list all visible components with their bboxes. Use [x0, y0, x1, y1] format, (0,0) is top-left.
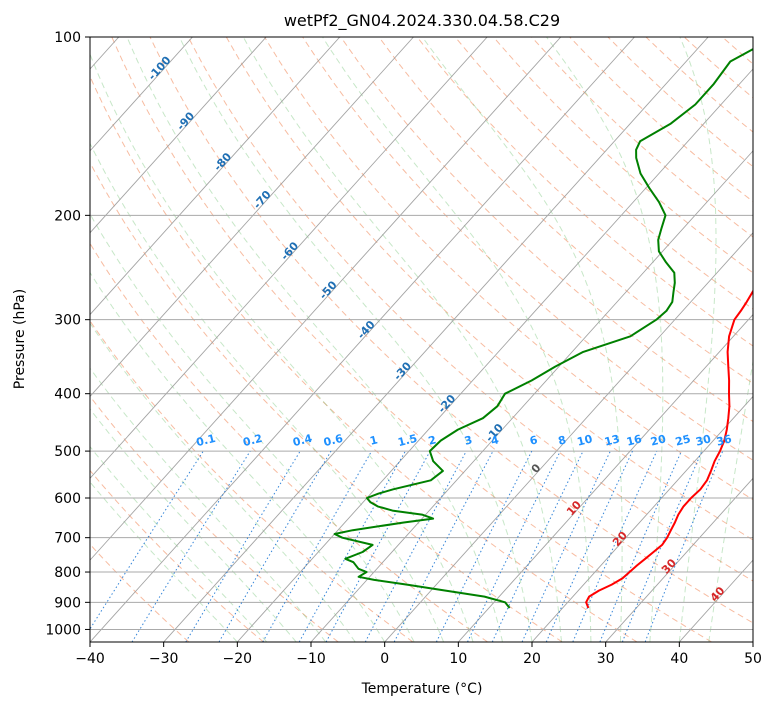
moist-adiabat: [126, 37, 503, 642]
dry-adiabat: [90, 395, 339, 642]
y-tick-label: 900: [54, 595, 81, 611]
dry-adiabat: [111, 37, 712, 642]
mixing-ratio-label: 2: [427, 433, 438, 447]
x-tick-label: 50: [744, 651, 762, 667]
isotherm-line: [310, 150, 753, 642]
moist-adiabat: [90, 52, 474, 642]
y-axis: 100 200 300 400 500 600 700 800 900 1000: [45, 30, 90, 638]
x-tick-label: 20: [523, 651, 541, 667]
mixing-ratio-label: 0.2: [242, 432, 264, 449]
x-tick-label: 40: [670, 651, 688, 667]
chart-title: wetPf2_GN04.2024.330.04.58.C29: [284, 11, 560, 31]
mixing-ratio-label: 8: [557, 433, 568, 447]
dewpoint-profile-line: [333, 48, 753, 609]
mixing-ratio-label: 30: [694, 432, 712, 448]
isotherm-line: [90, 37, 193, 152]
moist-adiabat: [90, 271, 386, 642]
mixing-ratio-label: 4: [490, 433, 501, 448]
moist-adiabat: [90, 322, 356, 642]
y-tick-label: 800: [54, 565, 81, 581]
x-tick-label: −10: [296, 651, 326, 667]
y-tick-label: 400: [54, 387, 81, 403]
dry-adiabat: [90, 543, 190, 642]
isotherm-line: [384, 232, 753, 642]
moist-adiabat: [421, 37, 623, 642]
x-tick-label: 30: [597, 651, 615, 667]
y-tick-label: 600: [54, 491, 81, 507]
mixing-ratio-line: [545, 450, 633, 642]
plot-frame: [89, 36, 754, 643]
y-tick-label: 1000: [45, 622, 81, 638]
mixing-ratio-label: 20: [649, 432, 667, 448]
dry-adiabat: [90, 469, 264, 642]
dry-adiabat: [149, 37, 753, 624]
mixing-ratio-line: [131, 450, 251, 642]
mixing-ratio-label: 6: [528, 433, 539, 448]
mixing-ratio-label: 25: [674, 432, 692, 448]
mixing-ratio-label: 0.1: [195, 432, 217, 449]
mixing-ratio-label: 13: [603, 432, 621, 448]
mixing-ratio-label: 10: [576, 432, 594, 448]
y-tick-label: 100: [54, 30, 81, 46]
mixing-ratio-line: [621, 450, 703, 642]
mixing-ratio-label: 1: [368, 433, 379, 447]
isotherm-line: [163, 37, 709, 642]
moist-adiabat: [90, 142, 445, 642]
mixing-ratio-label: 16: [625, 432, 643, 448]
y-tick-label: 500: [54, 444, 81, 460]
mixing-ratio-line: [599, 450, 682, 642]
series-layer: [333, 48, 753, 609]
x-axis: −40 −30 −20 −10 0 10 20 30 40 50: [75, 642, 762, 667]
mixing-ratio-line: [364, 450, 467, 642]
y-axis-label: Pressure (hPa): [12, 289, 28, 389]
isotherm-line: [90, 37, 562, 561]
y-tick-label: 200: [54, 208, 81, 224]
moist-adiabat: [90, 481, 238, 642]
isotherm-line: [531, 395, 753, 642]
moist-adiabat: [322, 37, 592, 642]
isotherm-line: [90, 37, 635, 642]
y-tick-label: 300: [54, 313, 81, 329]
moist-adiabat: [678, 37, 717, 642]
mixing-ratio-label: 0.6: [322, 432, 344, 449]
x-axis-label: Temperature (°C): [361, 681, 483, 697]
mixing-ratio-line: [435, 450, 533, 642]
isotherm-line: [236, 68, 753, 642]
mixing-ratio-line: [325, 450, 431, 642]
x-tick-label: −40: [75, 651, 105, 667]
isotherm-line: [90, 37, 414, 398]
moist-adiabat: [90, 445, 268, 642]
moist-adiabat: [708, 358, 753, 642]
mixing-ratio-line: [90, 450, 204, 630]
temperature-profile-line: [585, 289, 753, 609]
isotherm-line: [90, 37, 267, 234]
mixing-ratio-line: [298, 450, 406, 642]
isotherm-line: [605, 477, 753, 642]
dry-adiabat: [90, 242, 488, 642]
moist-adiabat: [178, 37, 533, 642]
x-tick-label: −20: [223, 651, 253, 667]
mixing-ratio-label: 3: [463, 433, 474, 447]
mixing-ratio-label: 36: [715, 432, 733, 448]
x-tick-label: 0: [380, 651, 389, 667]
x-tick-label: 10: [449, 651, 467, 667]
isotherm-line: [90, 37, 488, 480]
dry-adiabat: [454, 37, 753, 310]
moist-adiabat: [90, 367, 327, 642]
x-tick-label: −30: [149, 651, 179, 667]
mixing-ratio-line: [572, 450, 658, 642]
y-tick-label: 700: [54, 531, 81, 547]
moist-adiabat: [242, 37, 562, 642]
moist-adiabat: [546, 37, 664, 642]
isotherm-line: [457, 313, 753, 642]
dry-adiabat: [416, 37, 753, 347]
mixing-ratio-line: [644, 450, 724, 642]
mixing-ratio-label: 1.5: [396, 432, 418, 449]
background-lines: [90, 37, 753, 642]
mixing-ratio-label: 0.4: [292, 432, 314, 449]
isotherm-line: [90, 37, 341, 316]
